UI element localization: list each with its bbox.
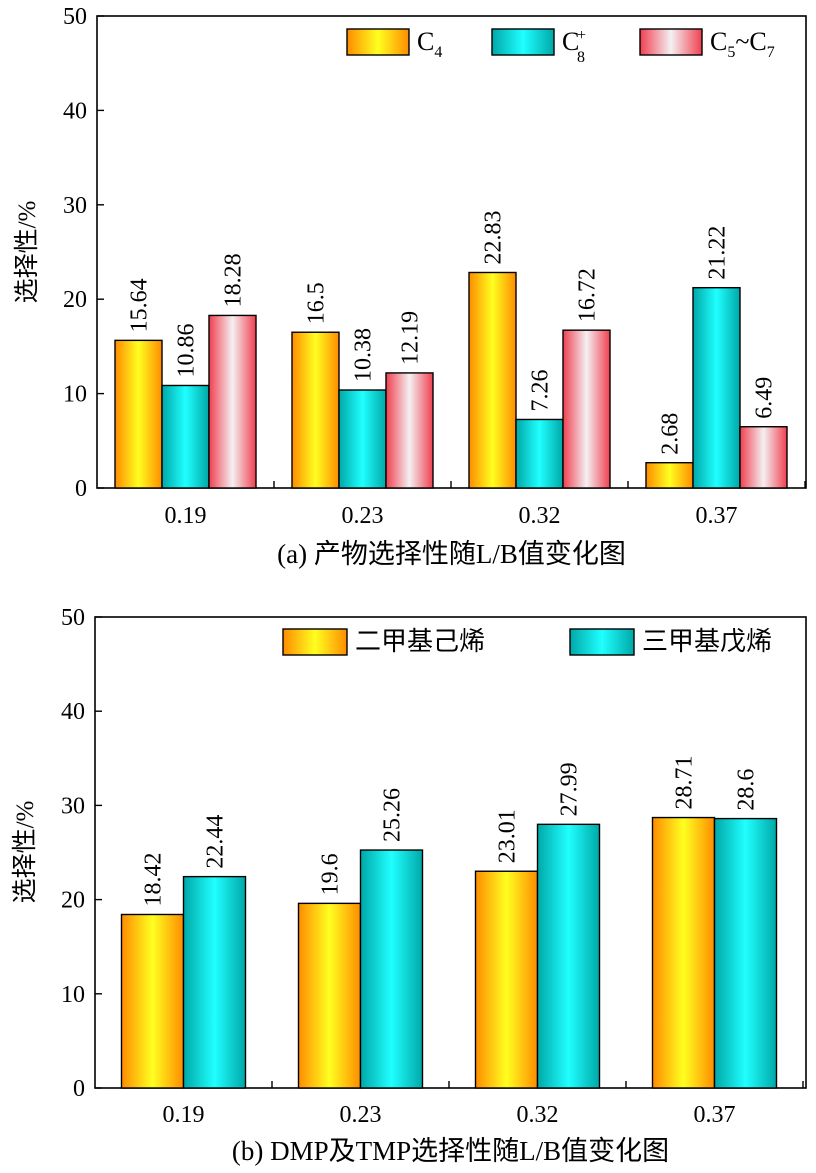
- y-tick-label: 50: [61, 605, 85, 631]
- bar: [182, 875, 247, 1089]
- legend-label: C+ 8: [562, 27, 586, 66]
- data-label: 21.22: [705, 226, 731, 280]
- x-tick-label: 0.32: [517, 1102, 559, 1128]
- data-label: 18.28: [221, 253, 247, 307]
- legend-label: 二甲基己烯: [355, 627, 485, 656]
- figure-caption: (a) 产物选择性随L/B值变化图: [277, 539, 626, 569]
- bar: [651, 816, 716, 1089]
- legend-swatch: [282, 628, 348, 656]
- data-label: 25.26: [380, 788, 406, 842]
- legend-item: C5~C7: [639, 27, 775, 61]
- bar: [359, 849, 424, 1089]
- legend-text: C: [417, 27, 434, 56]
- data-label: 15.64: [127, 278, 153, 332]
- x-tick-label: 0.37: [694, 1102, 736, 1128]
- plot-frame: [94, 616, 807, 1089]
- legend-swatch: [639, 28, 703, 56]
- legend-subscript: 8: [577, 49, 585, 66]
- bar: [713, 817, 778, 1089]
- bar: [562, 329, 611, 489]
- bar: [536, 823, 601, 1089]
- legend-text: 二甲基己烯: [355, 627, 485, 656]
- data-label: 22.44: [203, 815, 229, 869]
- data-label: 10.86: [174, 323, 200, 377]
- data-label: 22.83: [481, 210, 507, 264]
- y-tick-label: 10: [63, 382, 87, 408]
- bar: [291, 331, 340, 489]
- legend-label: C5~C7: [710, 27, 775, 61]
- y-axis-label: 选择性/%: [13, 201, 41, 304]
- chart-b: 0 10 20 30 40 50 选择性/% 0.19 18.42 22.44 0.23 19.6 25…: [11, 605, 807, 1166]
- bar: [297, 902, 362, 1089]
- y-tick-label: 30: [61, 793, 85, 819]
- y-tick-label: 10: [61, 982, 85, 1008]
- bar: [645, 462, 694, 489]
- bar: [515, 418, 564, 489]
- data-label: 6.49: [752, 377, 778, 419]
- legend-label: C4: [417, 27, 442, 61]
- bar: [468, 271, 517, 489]
- bar: [739, 426, 788, 489]
- x-tick-label: 0.19: [165, 503, 207, 529]
- figure-caption: (b) DMP及TMP选择性随L/B值变化图: [232, 1136, 669, 1166]
- x-tick-label: 0.23: [340, 1102, 382, 1128]
- x-tick-label: 0.23: [342, 503, 384, 529]
- x-tick-label: 0.37: [696, 503, 738, 529]
- data-label: 10.38: [351, 328, 377, 382]
- y-tick-label: 40: [61, 699, 85, 725]
- data-label: 18.42: [141, 852, 167, 906]
- data-label: 16.5: [304, 282, 330, 324]
- data-label: 28.6: [734, 769, 760, 811]
- data-label: 27.99: [557, 762, 583, 816]
- bar: [120, 913, 185, 1089]
- data-label: 19.6: [318, 853, 344, 895]
- legend-subscript: 5: [727, 44, 735, 61]
- x-tick-label: 0.19: [163, 1102, 205, 1128]
- y-tick-label: 0: [75, 476, 87, 502]
- y-tick-label: 30: [63, 193, 87, 219]
- legend-item: C+ 8: [491, 27, 586, 66]
- legend-label: 三甲基戊烯: [642, 627, 772, 656]
- legend-subscript: 7: [767, 44, 775, 61]
- legend-text: ~C: [735, 27, 766, 56]
- legend-text: 三甲基戊烯: [642, 627, 772, 656]
- data-label: 28.71: [672, 756, 698, 810]
- data-label: 16.72: [575, 268, 601, 322]
- legend-item: C4: [346, 27, 442, 61]
- data-label: 23.01: [495, 809, 521, 863]
- y-tick-label: 0: [73, 1076, 85, 1102]
- y-axis-label: 选择性/%: [11, 801, 39, 904]
- legend-swatch: [569, 628, 635, 656]
- data-label: 7.26: [528, 369, 554, 411]
- y-tick-label: 50: [63, 4, 87, 30]
- data-label: 2.68: [658, 413, 684, 455]
- legend-swatch: [346, 28, 410, 56]
- legend-item: 三甲基戊烯: [569, 627, 772, 656]
- y-tick-label: 40: [63, 98, 87, 124]
- bar: [161, 384, 210, 489]
- y-tick-label: 20: [61, 888, 85, 914]
- legend-item: 二甲基己烯: [282, 627, 485, 656]
- x-tick-label: 0.32: [519, 503, 561, 529]
- chart-a: 0 10 20 30 40 50 选择性/% 0.19 15.64 10.86 18.28 0.23 1…: [13, 4, 807, 569]
- legend-text: C: [562, 27, 579, 56]
- bar: [385, 372, 434, 489]
- bar: [208, 314, 257, 489]
- y-tick-label: 20: [63, 287, 87, 313]
- bar: [338, 389, 387, 489]
- data-label: 12.19: [398, 311, 424, 365]
- legend-text: C: [710, 27, 727, 56]
- bar: [114, 339, 163, 489]
- legend-subscript: 4: [434, 44, 442, 61]
- bar: [474, 870, 539, 1089]
- legend-superscript: +: [577, 27, 586, 44]
- legend-swatch: [491, 28, 555, 56]
- bar: [692, 286, 741, 489]
